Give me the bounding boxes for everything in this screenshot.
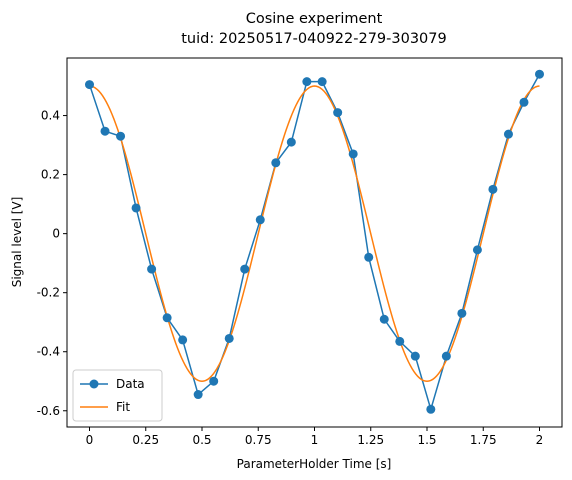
y-tick-label: -0.2 [37,286,60,300]
data-point [193,390,203,400]
legend-fit-label: Fit [116,400,130,414]
data-point [519,97,529,107]
y-axis-label: Signal level [V] [10,197,24,288]
data-point [379,314,389,324]
data-point [395,336,405,346]
x-tick-label: 0.5 [192,433,211,447]
data-point [535,69,544,79]
fit-series-line [89,85,540,382]
data-point [240,264,250,274]
data-point [147,264,157,274]
data-point [317,77,327,87]
legend-data-marker [89,379,99,389]
data-point [100,126,110,136]
data-point [333,108,343,118]
data-point [162,313,172,323]
y-axis: -0.6 -0.4 -0.2 0 0.2 0.4 [37,109,67,418]
data-point [209,376,219,386]
data-point [426,404,436,414]
data-point [116,131,126,141]
x-tick-label: 1.75 [470,433,497,447]
data-point [503,129,513,139]
x-tick-label: 1.5 [417,433,436,447]
data-point [441,351,451,361]
x-tick-label: 1.25 [357,433,384,447]
x-tick-label: 0.25 [132,433,159,447]
legend: Data Fit [72,369,163,422]
x-axis: 0 0.25 0.5 0.75 1 1.25 1.5 1.75 2 [86,427,544,447]
data-point [85,80,94,90]
x-axis-label: ParameterHolder Time [s] [237,457,392,471]
data-point [410,351,420,361]
data-point [131,203,141,213]
x-tick-label: 0.75 [245,433,272,447]
y-tick-label: 0 [52,227,60,241]
data-point [364,252,374,262]
data-point [457,308,467,318]
data-point [224,333,234,343]
y-tick-label: 0.2 [41,168,60,182]
data-point [472,245,482,255]
x-tick-label: 0 [86,433,94,447]
x-tick-label: 2 [536,433,544,447]
data-point [271,158,281,168]
data-point [348,149,358,159]
data-point [488,184,498,194]
x-tick-label: 1 [311,433,319,447]
data-point [178,335,188,345]
legend-data-label: Data [116,377,145,391]
data-point [255,215,265,225]
data-point [302,77,312,87]
y-tick-label: -0.6 [37,404,60,418]
plot-area [85,69,544,414]
chart-title: Cosine experiment [246,11,383,27]
y-tick-label: 0.4 [41,109,60,123]
y-tick-label: -0.4 [37,345,60,359]
data-point [286,137,296,147]
chart-subtitle: tuid: 20250517-040922-279-303079 [181,31,446,47]
